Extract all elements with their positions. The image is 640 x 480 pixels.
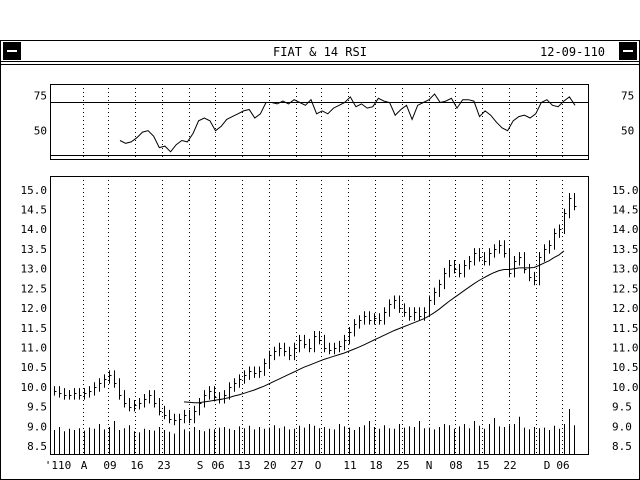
moving-average-line bbox=[183, 250, 565, 404]
price-tick-label-right: 10.0 bbox=[612, 381, 639, 394]
restore-button[interactable] bbox=[619, 42, 637, 60]
x-tick-label: 09 bbox=[103, 459, 116, 472]
rsi-tick-label-left: 50 bbox=[34, 125, 47, 138]
price-tick-label-right: 9.0 bbox=[612, 420, 632, 433]
x-tick-label: 06 bbox=[211, 459, 224, 472]
minus-icon bbox=[623, 50, 633, 52]
x-tick-label: N bbox=[426, 459, 433, 472]
x-tick-label: 08 bbox=[449, 459, 462, 472]
price-tick-label-right: 12.5 bbox=[612, 282, 639, 295]
price-tick-label-right: 13.5 bbox=[612, 243, 639, 256]
price-tick-label-left: 11.5 bbox=[21, 322, 48, 335]
rsi-tick-label-right: 75 bbox=[621, 89, 634, 102]
window-date: 12-09-110 bbox=[540, 45, 606, 59]
price-tick-label-left: 13.0 bbox=[21, 263, 48, 276]
price-tick-label-right: 11.0 bbox=[612, 342, 639, 355]
x-tick-label: 16 bbox=[130, 459, 143, 472]
price-plot-frame bbox=[50, 176, 589, 455]
x-tick-label: 23 bbox=[157, 459, 170, 472]
rsi-panel: 75 75 50 50 bbox=[34, 84, 634, 160]
minus-icon bbox=[7, 50, 17, 52]
price-tick-label-right: 14.0 bbox=[612, 223, 639, 236]
price-tick-label-left: 10.5 bbox=[21, 361, 48, 374]
price-tick-label-left: 9.0 bbox=[27, 420, 47, 433]
price-tick-label-left: 14.0 bbox=[21, 223, 48, 236]
x-tick-label: S bbox=[197, 459, 204, 472]
x-tick-label: '110 bbox=[45, 459, 72, 472]
rsi-line bbox=[119, 93, 576, 153]
price-tick-label-left: 13.5 bbox=[21, 243, 48, 256]
price-panel: 15.0 15.0 14.5 14.5 14.0 14.0 13.5 13.5 13.0 13.0… bbox=[21, 176, 639, 472]
x-tick-label: D bbox=[544, 459, 551, 472]
x-tick-label: 20 bbox=[263, 459, 276, 472]
x-tick-label: 22 bbox=[503, 459, 516, 472]
x-tick-label: 15 bbox=[476, 459, 489, 472]
price-tick-label-right: 9.5 bbox=[612, 401, 632, 414]
price-tick-label-right: 8.5 bbox=[612, 440, 632, 453]
system-menu-button[interactable] bbox=[3, 42, 21, 60]
price-tick-label-right: 15.0 bbox=[612, 184, 639, 197]
x-tick-label: A bbox=[81, 459, 88, 472]
price-tick-label-right: 11.5 bbox=[612, 322, 639, 335]
price-tick-label-right: 14.5 bbox=[612, 204, 639, 217]
price-tick-label-left: 10.0 bbox=[21, 381, 48, 394]
x-tick-label: 06 bbox=[556, 459, 569, 472]
x-tick-label: 13 bbox=[237, 459, 250, 472]
price-tick-label-left: 12.0 bbox=[21, 302, 48, 315]
window-title: FIAT & 14 RSI bbox=[273, 45, 367, 59]
rsi-plot-frame bbox=[50, 84, 589, 160]
price-tick-label-left: 14.5 bbox=[21, 204, 48, 217]
x-tick-label: 27 bbox=[290, 459, 303, 472]
x-tick-label: 18 bbox=[369, 459, 382, 472]
price-tick-label-left: 12.5 bbox=[21, 282, 48, 295]
x-tick-label: O bbox=[315, 459, 322, 472]
price-tick-label-left: 15.0 bbox=[21, 184, 48, 197]
price-tick-label-left: 8.5 bbox=[27, 440, 47, 453]
price-tick-label-right: 13.0 bbox=[612, 263, 639, 276]
rsi-tick-label-right: 50 bbox=[621, 125, 634, 138]
x-tick-label: 11 bbox=[343, 459, 356, 472]
chart-window: 75 75 50 50 15.0 15.0 14.5 14.5 14.0 14.0 13.5 13.… bbox=[0, 40, 640, 480]
price-tick-label-right: 10.5 bbox=[612, 361, 639, 374]
price-tick-label-left: 9.5 bbox=[27, 401, 47, 414]
price-tick-label-left: 11.0 bbox=[21, 342, 48, 355]
price-tick-label-right: 12.0 bbox=[612, 302, 639, 315]
x-tick-label: 25 bbox=[396, 459, 409, 472]
rsi-tick-label-left: 75 bbox=[34, 89, 47, 102]
